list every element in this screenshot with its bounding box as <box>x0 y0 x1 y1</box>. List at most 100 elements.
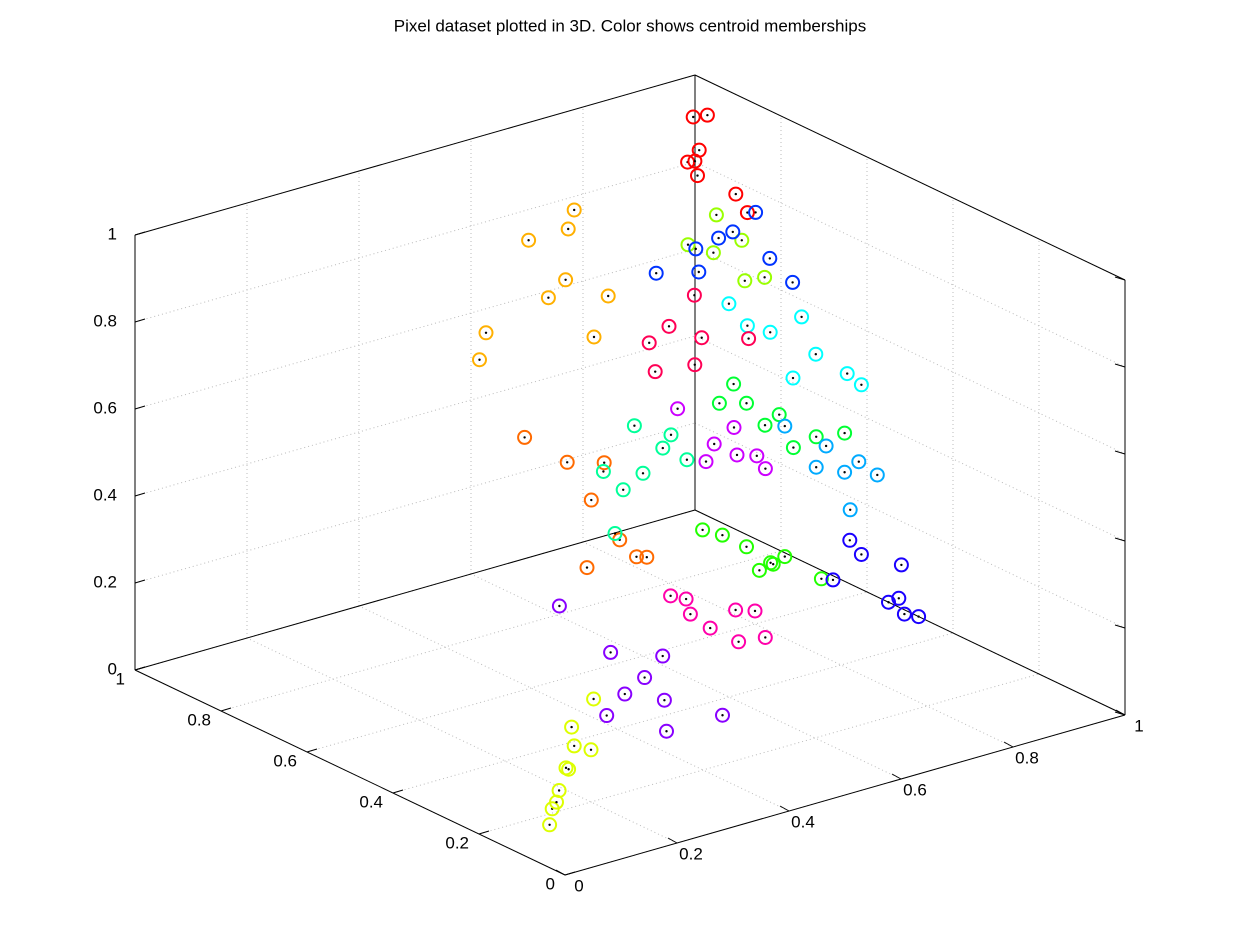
marker <box>600 288 616 304</box>
x-tick-label: 1 <box>1134 716 1143 735</box>
z-tick <box>1114 450 1126 455</box>
grid-line <box>478 673 1040 835</box>
marker <box>777 549 793 565</box>
x-tick-label: 0.2 <box>679 844 703 863</box>
x-tick-label: 0 <box>574 876 583 895</box>
marker-center <box>843 471 846 474</box>
marker <box>785 274 801 290</box>
grid-line <box>134 335 696 497</box>
marker <box>837 464 853 480</box>
marker-center <box>740 239 743 242</box>
marker-center <box>815 435 818 438</box>
marker <box>762 324 778 340</box>
marker-center <box>800 315 803 319</box>
marker-center <box>848 539 851 542</box>
marker-center <box>783 555 786 558</box>
z-tick <box>134 405 146 410</box>
marker-center <box>734 608 737 612</box>
grid-line <box>358 605 790 812</box>
marker <box>549 794 564 810</box>
y-tick <box>220 707 232 712</box>
marker-center <box>654 370 657 373</box>
marker <box>558 760 574 776</box>
marker-center <box>635 555 638 558</box>
marker-center <box>592 697 595 701</box>
marker-center <box>698 148 701 152</box>
marker-center <box>663 699 666 702</box>
marker <box>586 329 602 345</box>
marker <box>596 455 612 471</box>
marker-center <box>712 251 715 254</box>
marker-center <box>661 654 664 658</box>
marker-center <box>685 458 689 461</box>
marker-center <box>709 626 712 630</box>
z-tick <box>134 579 146 584</box>
x-tick <box>667 837 678 844</box>
marker <box>687 357 703 373</box>
marker-center <box>747 337 750 340</box>
marker-center <box>735 453 739 457</box>
marker-center <box>713 442 716 446</box>
marker <box>564 719 580 735</box>
grid-line <box>306 591 868 753</box>
marker <box>739 539 754 555</box>
marker-center <box>694 247 697 251</box>
marker-center <box>727 302 731 305</box>
marker <box>648 265 664 281</box>
marker-center <box>655 272 658 275</box>
marker <box>757 269 773 285</box>
marker-center <box>768 257 771 260</box>
grid-line <box>582 541 1014 748</box>
marker-center <box>693 159 697 163</box>
marker-center <box>567 768 570 771</box>
marker <box>583 492 599 508</box>
z-tick <box>1114 711 1126 716</box>
marker <box>699 107 715 123</box>
x-tick-label: 0.6 <box>903 780 927 799</box>
marker <box>751 562 767 578</box>
z-tick <box>1114 276 1126 281</box>
marker-center <box>676 407 679 410</box>
marker-center <box>778 413 781 416</box>
marker-center <box>755 454 758 458</box>
marker <box>680 154 696 170</box>
marker-center <box>645 556 648 559</box>
axis-line <box>134 74 696 236</box>
grid-line <box>694 335 1126 542</box>
marker-center <box>566 461 569 464</box>
marker <box>726 420 742 435</box>
marker <box>741 331 757 347</box>
y-tick-label: 1 <box>116 669 125 688</box>
marker <box>603 644 619 660</box>
marker-center <box>592 335 596 339</box>
marker-center <box>763 276 766 279</box>
y-tick-label: 0.6 <box>273 751 297 770</box>
x-tick <box>555 869 566 876</box>
marker <box>521 232 537 248</box>
marker <box>626 418 642 434</box>
marker-center <box>721 714 724 717</box>
marker <box>617 686 633 702</box>
marker <box>559 454 575 470</box>
marker <box>663 427 679 443</box>
marker-center <box>603 461 606 464</box>
marker-center <box>701 528 704 532</box>
grid-line <box>134 422 696 584</box>
marker-center <box>527 239 530 242</box>
marker <box>641 335 657 351</box>
marker <box>851 454 867 470</box>
marker <box>695 522 711 538</box>
marker <box>694 330 710 346</box>
marker-center <box>745 545 748 548</box>
marker-center <box>769 331 772 334</box>
marker <box>842 532 858 548</box>
marker-center <box>633 424 636 427</box>
axis-line <box>564 714 1126 876</box>
marker-center <box>843 431 846 435</box>
marker <box>711 230 727 246</box>
marker-center <box>903 612 906 616</box>
grid-line <box>470 573 902 780</box>
marker <box>583 742 599 758</box>
z-tick-label: 0.8 <box>93 311 117 330</box>
marker <box>663 588 679 604</box>
